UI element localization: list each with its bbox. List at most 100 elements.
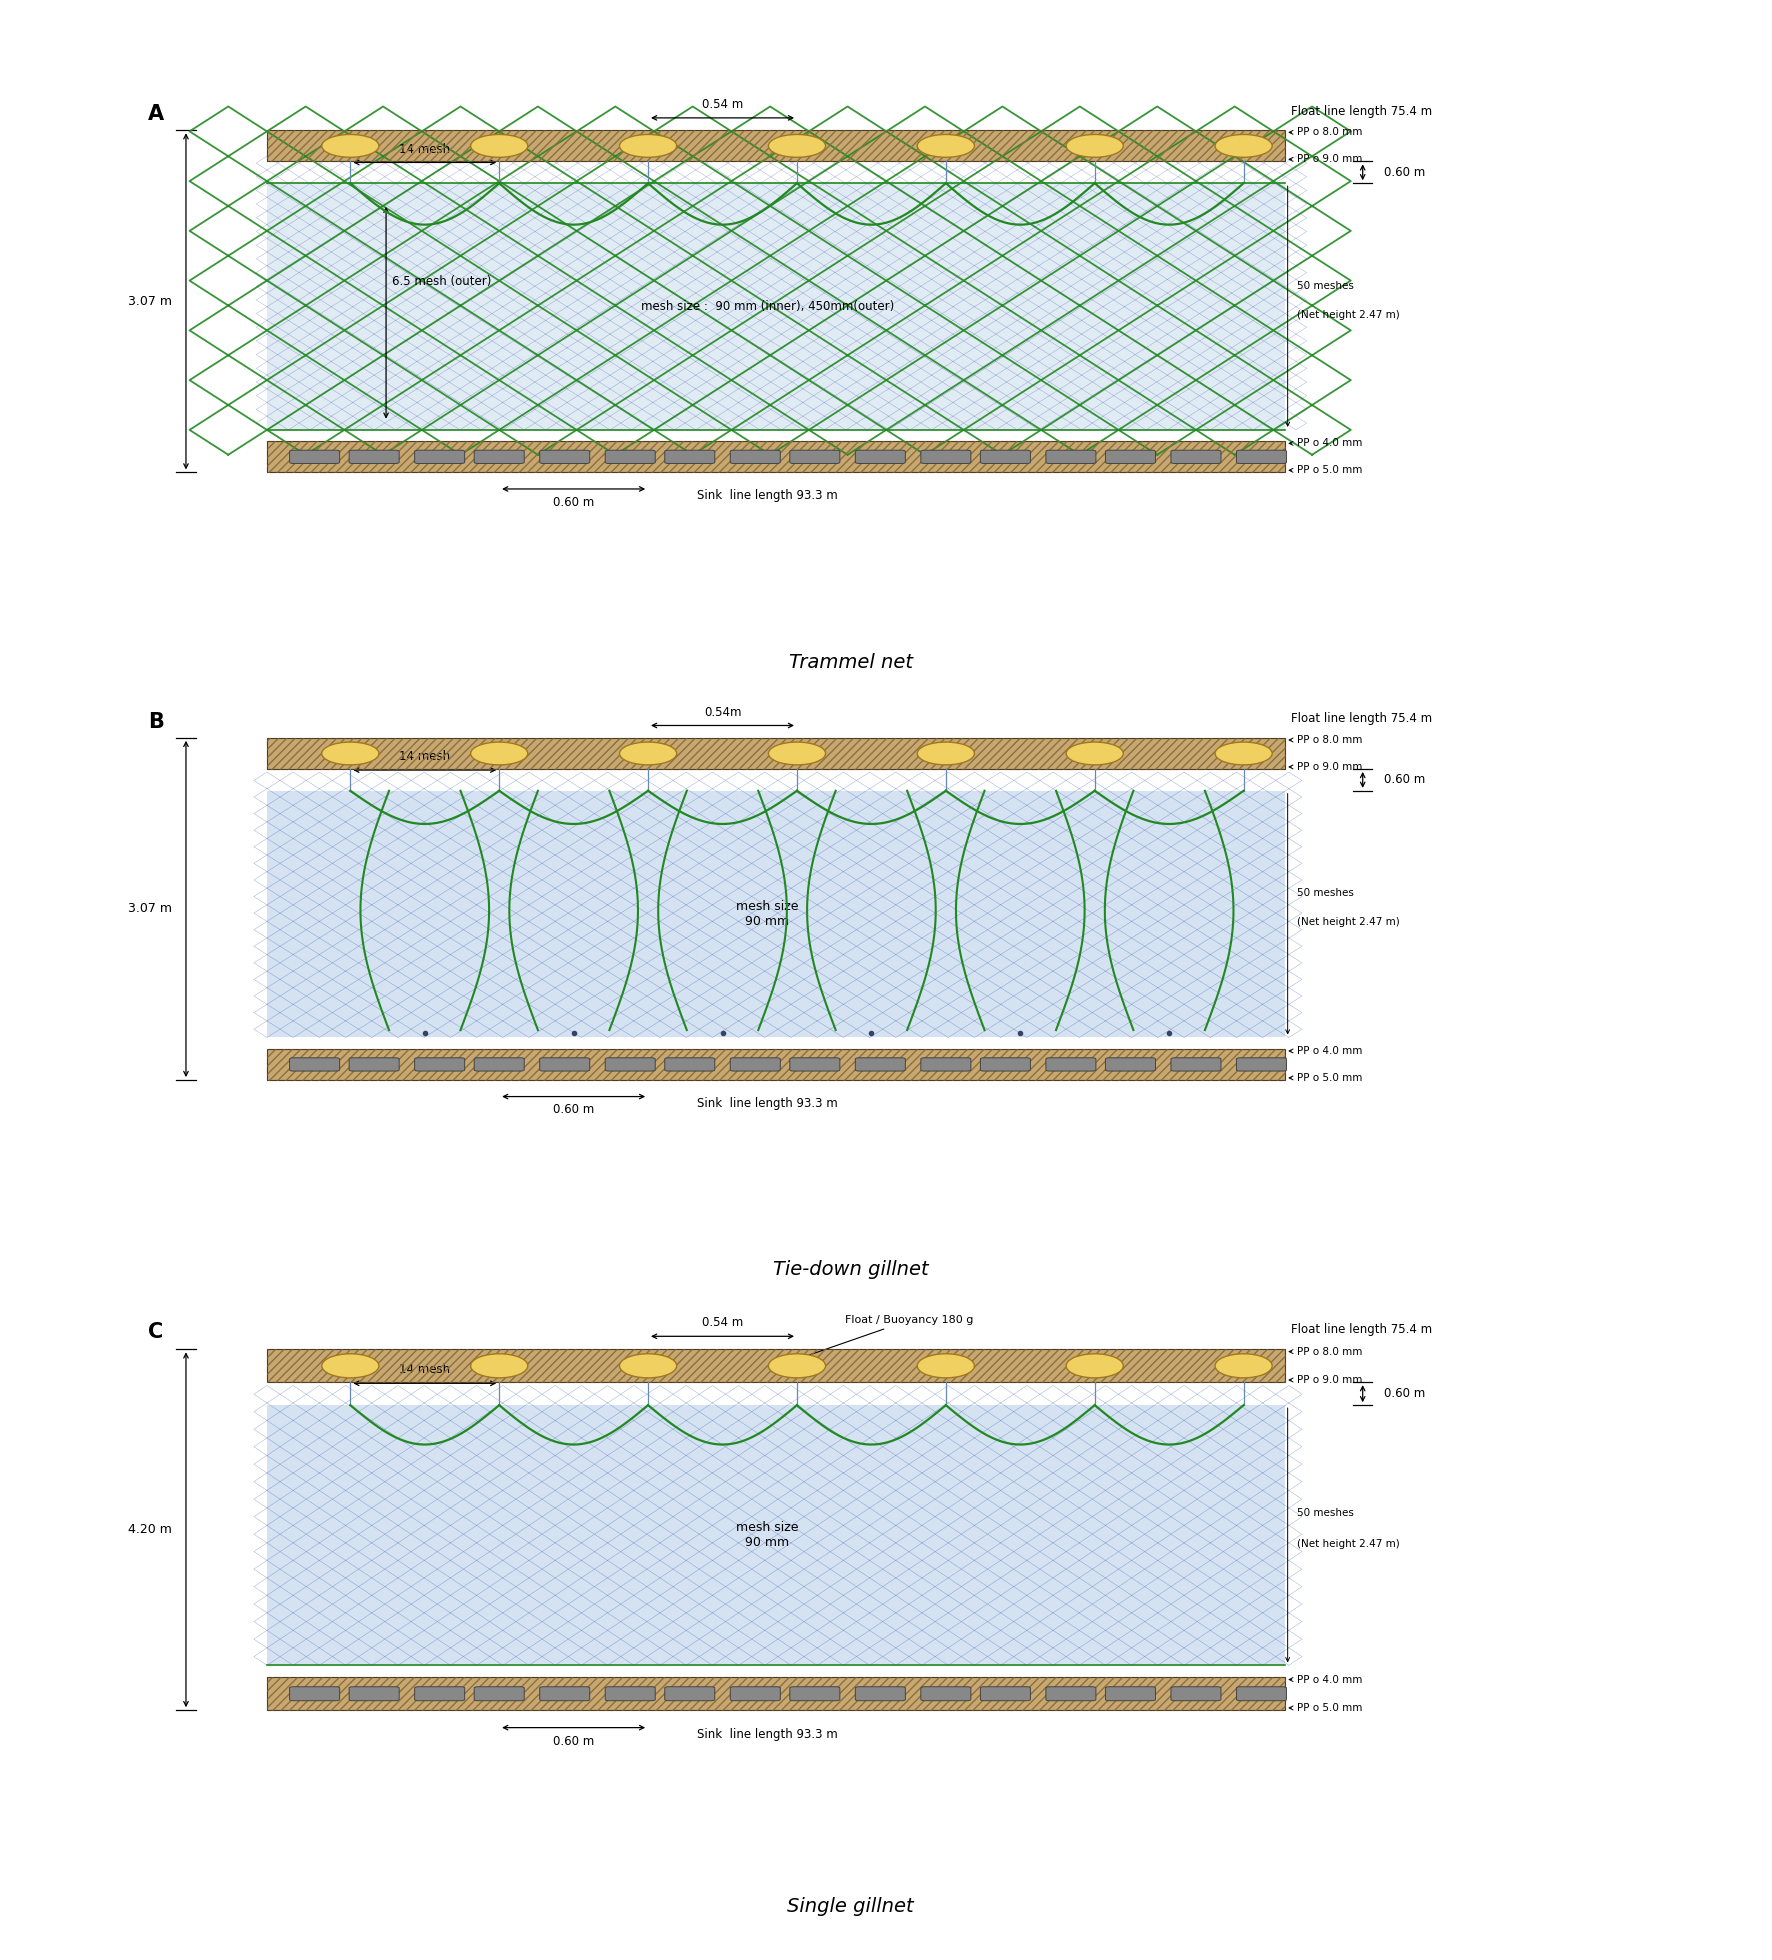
FancyBboxPatch shape bbox=[856, 451, 905, 463]
FancyBboxPatch shape bbox=[730, 451, 780, 463]
FancyBboxPatch shape bbox=[415, 1688, 464, 1701]
Text: PP o 9.0 mm: PP o 9.0 mm bbox=[1290, 762, 1363, 772]
Ellipse shape bbox=[323, 1354, 379, 1378]
FancyBboxPatch shape bbox=[730, 1058, 780, 1070]
Text: PP o 5.0 mm: PP o 5.0 mm bbox=[1290, 465, 1363, 476]
Ellipse shape bbox=[1216, 135, 1272, 157]
Text: PP o 4.0 mm: PP o 4.0 mm bbox=[1290, 1674, 1363, 1684]
Text: 0.54m: 0.54m bbox=[703, 706, 741, 719]
Text: 0.54 m: 0.54 m bbox=[702, 98, 742, 112]
Text: Sink  line length 93.3 m: Sink line length 93.3 m bbox=[696, 488, 838, 502]
Ellipse shape bbox=[918, 1354, 975, 1378]
FancyBboxPatch shape bbox=[1045, 1688, 1095, 1701]
Text: 50 meshes: 50 meshes bbox=[1297, 1509, 1354, 1519]
Ellipse shape bbox=[1067, 135, 1123, 157]
Text: 0.60 m: 0.60 m bbox=[1384, 1388, 1425, 1399]
FancyBboxPatch shape bbox=[980, 1688, 1030, 1701]
FancyBboxPatch shape bbox=[349, 451, 399, 463]
FancyBboxPatch shape bbox=[415, 1058, 464, 1070]
Ellipse shape bbox=[620, 135, 677, 157]
Text: Trammel net: Trammel net bbox=[789, 653, 913, 672]
FancyBboxPatch shape bbox=[790, 451, 840, 463]
Text: PP o 8.0 mm: PP o 8.0 mm bbox=[1290, 127, 1363, 137]
FancyBboxPatch shape bbox=[856, 1688, 905, 1701]
Text: A: A bbox=[147, 104, 165, 123]
Ellipse shape bbox=[620, 1354, 677, 1378]
Ellipse shape bbox=[323, 135, 379, 157]
Bar bbox=[268, 441, 1285, 472]
FancyBboxPatch shape bbox=[664, 1058, 714, 1070]
FancyBboxPatch shape bbox=[540, 1688, 590, 1701]
Ellipse shape bbox=[769, 1354, 826, 1378]
Bar bbox=[268, 1678, 1285, 1711]
Text: Sink  line length 93.3 m: Sink line length 93.3 m bbox=[696, 1727, 838, 1740]
Text: B: B bbox=[147, 711, 163, 731]
FancyBboxPatch shape bbox=[1237, 451, 1286, 463]
FancyBboxPatch shape bbox=[980, 451, 1030, 463]
FancyBboxPatch shape bbox=[1045, 1058, 1095, 1070]
Text: Sink  line length 93.3 m: Sink line length 93.3 m bbox=[696, 1096, 838, 1109]
Text: Tie-down gillnet: Tie-down gillnet bbox=[773, 1260, 929, 1280]
Bar bbox=[268, 790, 1285, 1037]
FancyBboxPatch shape bbox=[1171, 1058, 1221, 1070]
Text: 0.60 m: 0.60 m bbox=[1384, 774, 1425, 786]
Text: Float line length 75.4 m: Float line length 75.4 m bbox=[1292, 106, 1432, 118]
Ellipse shape bbox=[323, 743, 379, 764]
Text: (Net height 2.47 m): (Net height 2.47 m) bbox=[1297, 310, 1400, 319]
FancyBboxPatch shape bbox=[1237, 1058, 1286, 1070]
FancyBboxPatch shape bbox=[349, 1688, 399, 1701]
FancyBboxPatch shape bbox=[606, 1058, 656, 1070]
FancyBboxPatch shape bbox=[540, 451, 590, 463]
Text: 0.60 m: 0.60 m bbox=[1384, 167, 1425, 178]
Bar bbox=[268, 129, 1285, 161]
Text: 3.07 m: 3.07 m bbox=[128, 294, 172, 308]
Text: 6.5 mesh (outer): 6.5 mesh (outer) bbox=[392, 274, 491, 288]
Bar bbox=[268, 1348, 1285, 1382]
FancyBboxPatch shape bbox=[1106, 1688, 1155, 1701]
Ellipse shape bbox=[769, 743, 826, 764]
Bar bbox=[268, 441, 1285, 472]
Text: 0.60 m: 0.60 m bbox=[553, 1735, 594, 1748]
Text: Float / Buoyancy 180 g: Float / Buoyancy 180 g bbox=[801, 1315, 973, 1358]
Text: (Net height 2.47 m): (Net height 2.47 m) bbox=[1297, 917, 1400, 927]
Text: 14 mesh: 14 mesh bbox=[399, 143, 450, 157]
Text: PP o 4.0 mm: PP o 4.0 mm bbox=[1290, 1047, 1363, 1056]
Text: 50 meshes: 50 meshes bbox=[1297, 888, 1354, 898]
FancyBboxPatch shape bbox=[664, 451, 714, 463]
Bar bbox=[268, 1049, 1285, 1080]
Bar bbox=[268, 129, 1285, 161]
Text: 14 mesh: 14 mesh bbox=[399, 1364, 450, 1376]
FancyBboxPatch shape bbox=[921, 451, 971, 463]
Ellipse shape bbox=[918, 743, 975, 764]
Text: mesh size :  90 mm (inner), 450mm(outer): mesh size : 90 mm (inner), 450mm(outer) bbox=[640, 300, 893, 314]
FancyBboxPatch shape bbox=[1045, 451, 1095, 463]
FancyBboxPatch shape bbox=[289, 1688, 340, 1701]
Text: Float line length 75.4 m: Float line length 75.4 m bbox=[1292, 713, 1432, 725]
FancyBboxPatch shape bbox=[790, 1688, 840, 1701]
Ellipse shape bbox=[769, 135, 826, 157]
Bar bbox=[268, 1678, 1285, 1711]
Text: 3.07 m: 3.07 m bbox=[128, 902, 172, 915]
Ellipse shape bbox=[471, 135, 528, 157]
FancyBboxPatch shape bbox=[1237, 1688, 1286, 1701]
FancyBboxPatch shape bbox=[415, 451, 464, 463]
Ellipse shape bbox=[1067, 743, 1123, 764]
FancyBboxPatch shape bbox=[921, 1058, 971, 1070]
FancyBboxPatch shape bbox=[980, 1058, 1030, 1070]
FancyBboxPatch shape bbox=[1171, 451, 1221, 463]
Text: C: C bbox=[147, 1323, 163, 1343]
Ellipse shape bbox=[471, 743, 528, 764]
FancyBboxPatch shape bbox=[289, 451, 340, 463]
FancyBboxPatch shape bbox=[1106, 451, 1155, 463]
FancyBboxPatch shape bbox=[1171, 1688, 1221, 1701]
FancyBboxPatch shape bbox=[921, 1688, 971, 1701]
Bar bbox=[268, 182, 1285, 429]
Text: PP o 9.0 mm: PP o 9.0 mm bbox=[1290, 1376, 1363, 1386]
FancyBboxPatch shape bbox=[606, 1688, 656, 1701]
Text: PP o 5.0 mm: PP o 5.0 mm bbox=[1290, 1072, 1363, 1084]
Bar bbox=[268, 737, 1285, 768]
Text: Single gillnet: Single gillnet bbox=[787, 1897, 914, 1917]
FancyBboxPatch shape bbox=[790, 1058, 840, 1070]
Ellipse shape bbox=[1216, 743, 1272, 764]
Text: PP o 9.0 mm: PP o 9.0 mm bbox=[1290, 155, 1363, 165]
